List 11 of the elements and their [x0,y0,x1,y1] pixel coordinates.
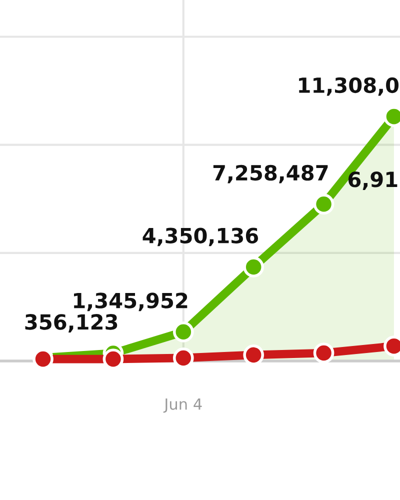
data-label: 11,308,0 [299,77,399,96]
data-label: 7,258,487 [213,164,328,184]
data-label: 4,350,136 [142,228,258,246]
point [313,194,334,215]
annotation: 6,91 [348,172,398,190]
text: Jun 4 [163,398,202,413]
point [172,321,194,342]
data-label: 356,123 [25,314,118,332]
point [243,256,264,278]
data-label: 1,345,952 [74,292,188,312]
point [313,342,334,364]
